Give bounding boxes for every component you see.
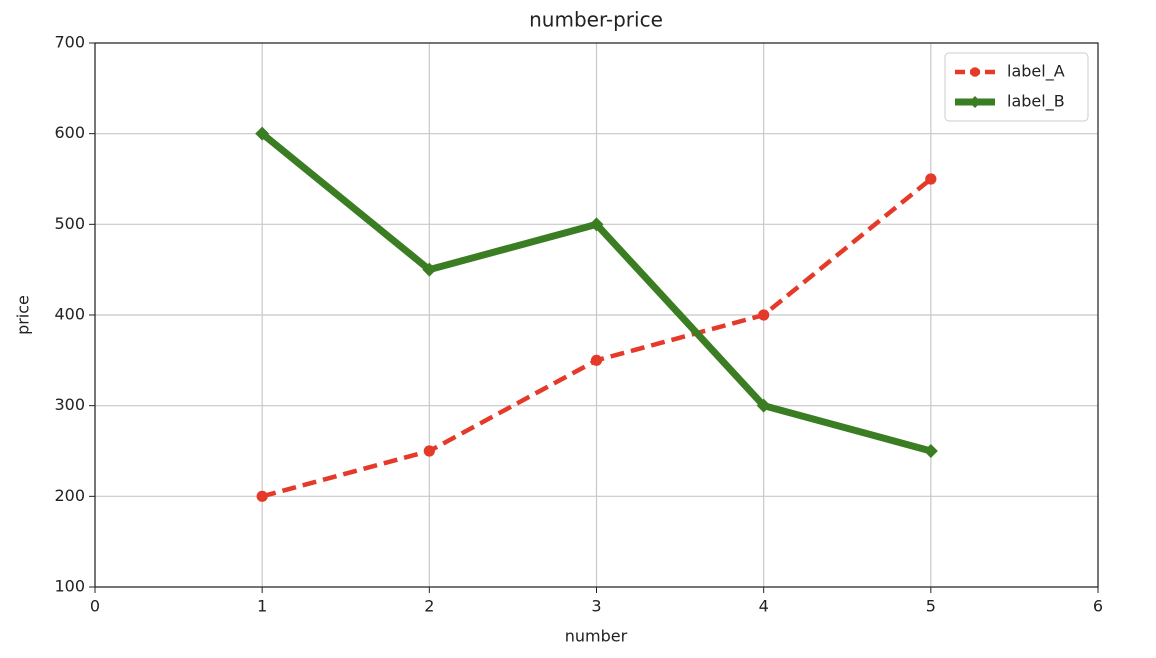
legend: label_A label_B (944, 52, 1089, 122)
chart-title: number-price (529, 8, 663, 32)
marker (756, 398, 771, 413)
y-tick-label: 700 (54, 33, 85, 52)
y-tick-label: 100 (54, 577, 85, 596)
y-tick-label: 500 (54, 214, 85, 233)
marker (255, 126, 270, 141)
marker (923, 444, 938, 458)
legend-label: label_B (1007, 92, 1065, 112)
marker (256, 490, 268, 502)
y-tick-label: 400 (54, 305, 85, 324)
x-tick-label: 3 (591, 597, 601, 616)
marker (758, 309, 770, 321)
x-tick-label: 4 (759, 597, 769, 616)
x-tick-label: 2 (424, 597, 434, 616)
marker (925, 173, 937, 185)
marker (590, 354, 603, 366)
marker (589, 217, 604, 232)
x-tick-label: 1 (257, 597, 267, 616)
x-tick-label: 6 (1093, 597, 1103, 616)
x-axis-label: number (565, 627, 628, 646)
plot-frame (94, 42, 1099, 588)
legend-marker (969, 96, 981, 108)
y-tick-label: 600 (54, 123, 85, 142)
marker (422, 262, 437, 277)
legend-label: label_A (1007, 62, 1065, 82)
marker (423, 445, 435, 457)
y-tick-label: 300 (54, 395, 85, 414)
y-axis-label: price (14, 295, 33, 335)
legend-marker (970, 67, 980, 77)
y-tick-label: 200 (54, 486, 85, 505)
x-tick-label: 5 (926, 597, 936, 616)
x-tick-label: 0 (90, 597, 100, 616)
